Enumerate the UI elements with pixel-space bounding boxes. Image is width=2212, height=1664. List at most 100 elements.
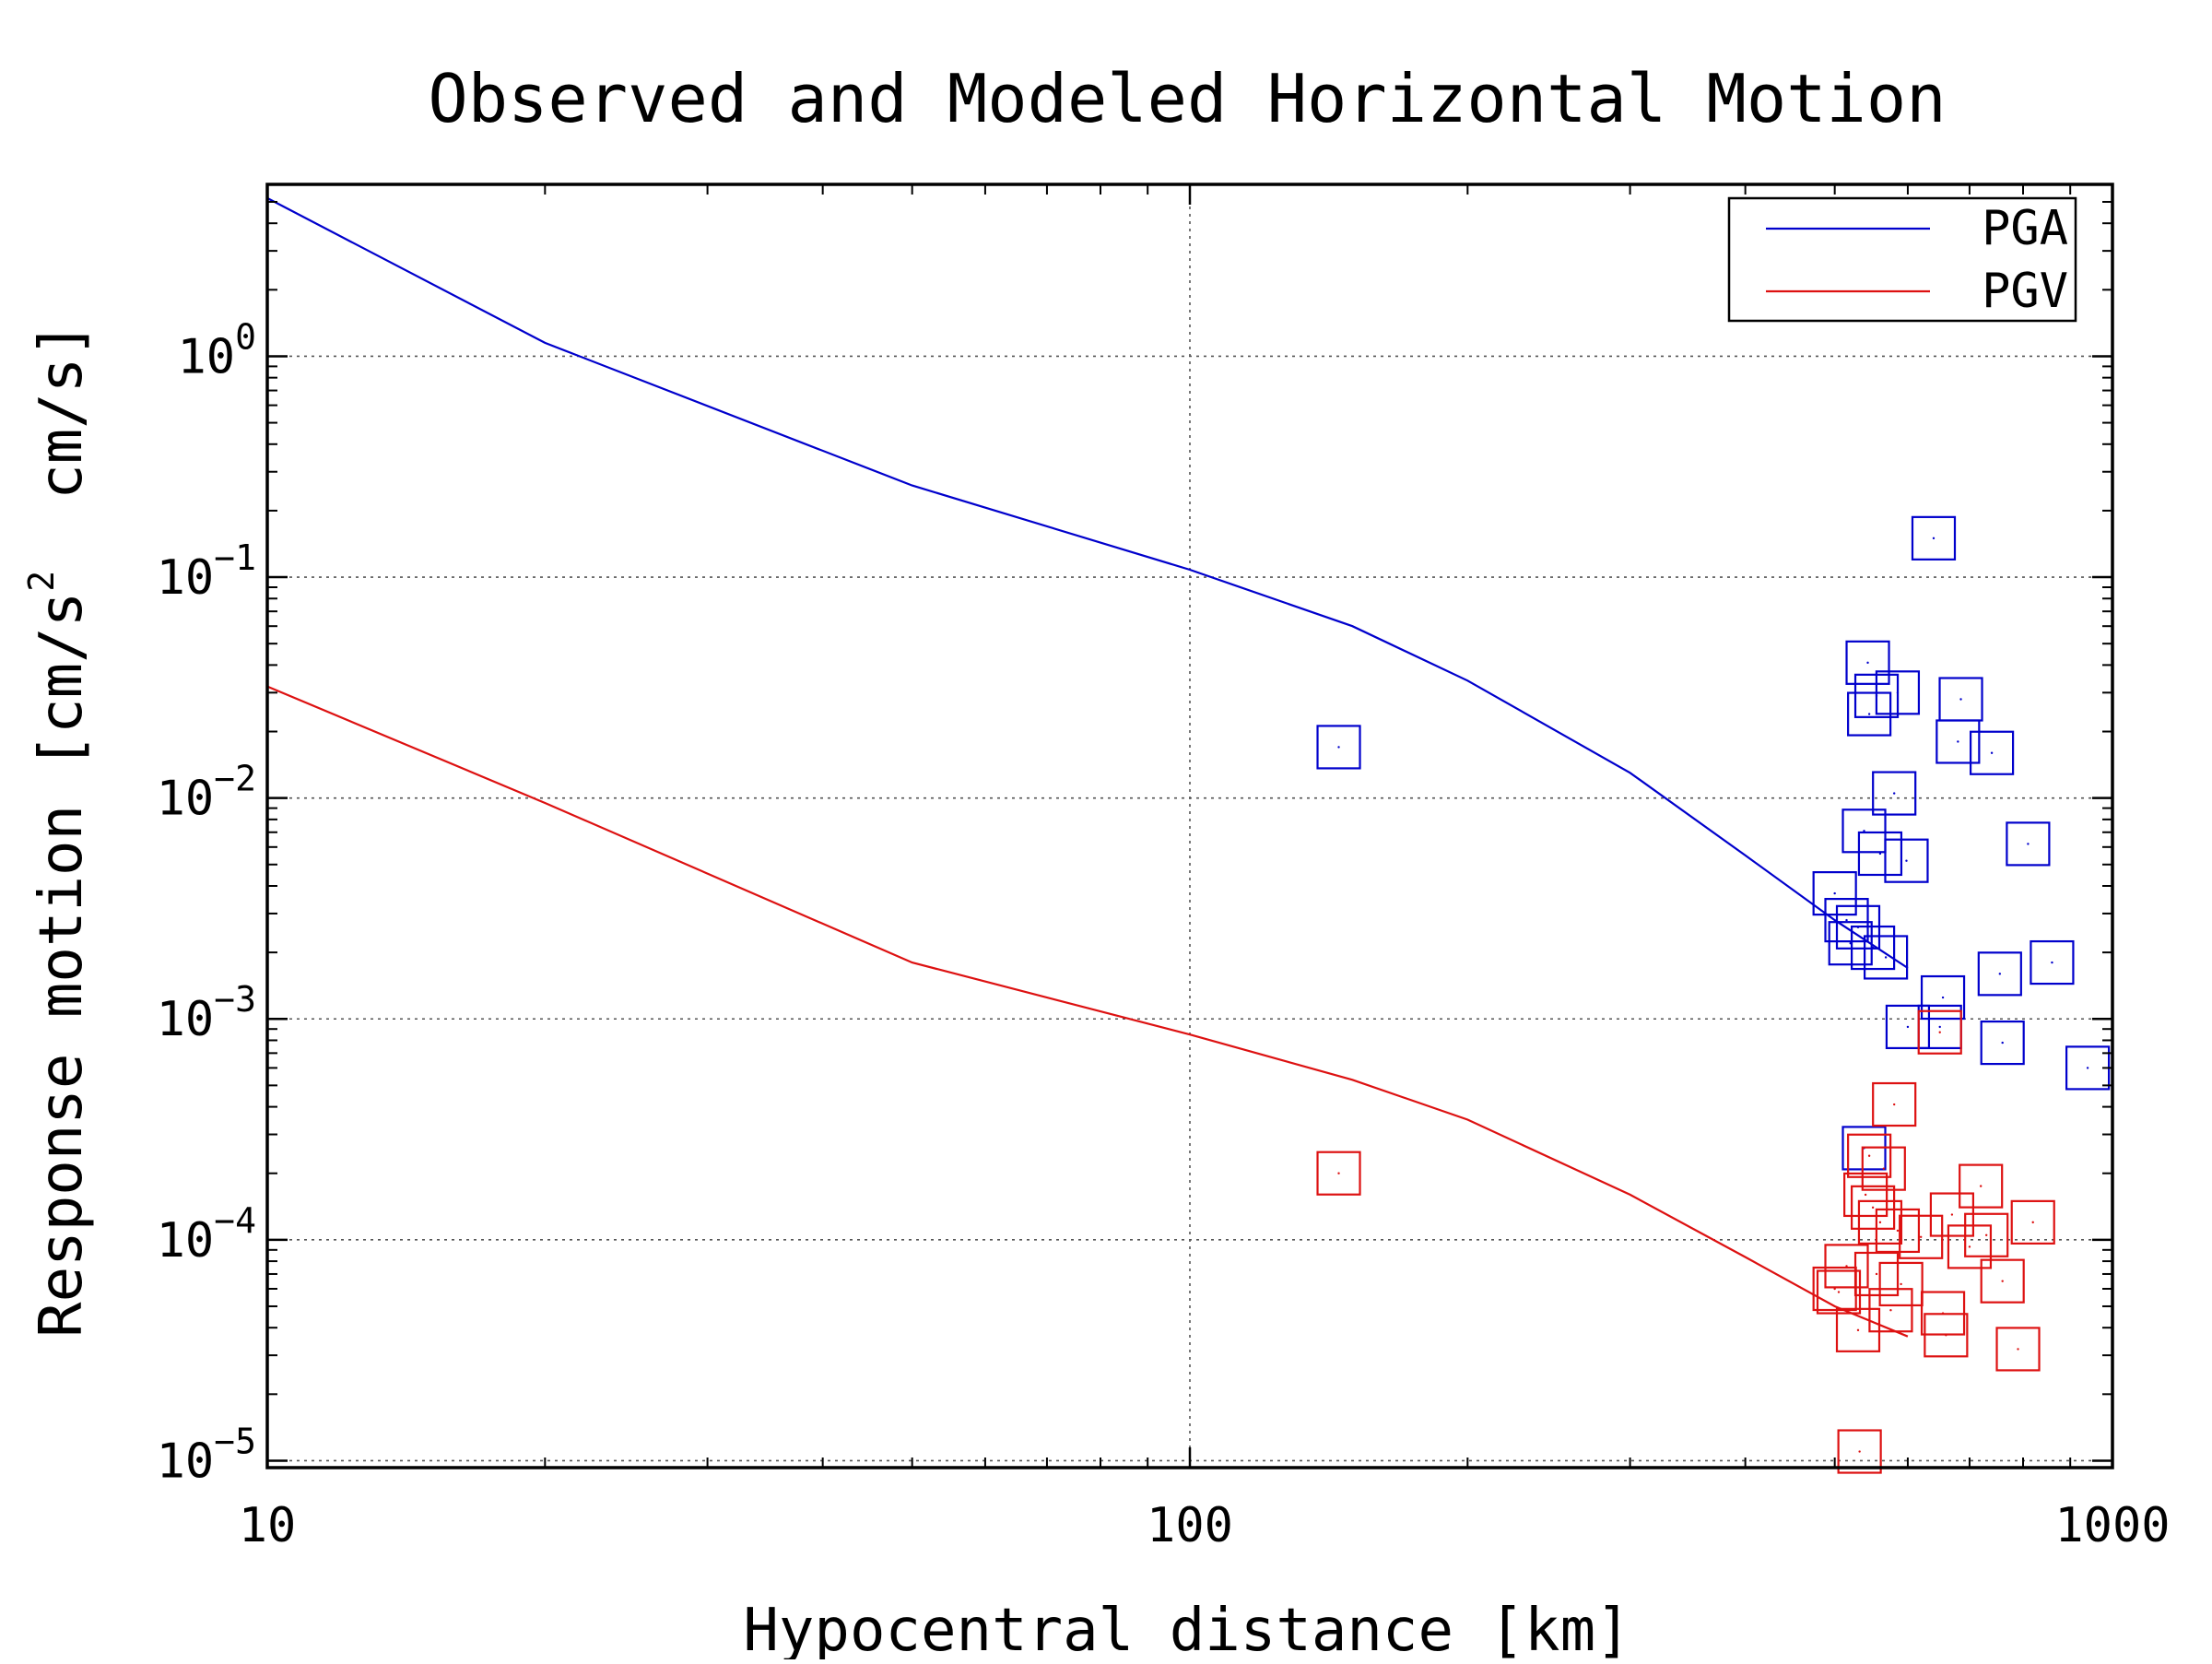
pgv-data-point (1917, 1009, 1962, 1055)
pgv-data-point-center (2001, 1280, 2004, 1282)
pgv-data-point (1824, 1244, 1869, 1289)
pga-data-point-center (1932, 537, 1936, 540)
y-tick-label-exponent: −3 (214, 979, 256, 1020)
pgv-data-point-center (1882, 1167, 1886, 1170)
pgv-data-point-center (1875, 1272, 1878, 1276)
pgv-data-point (1816, 1269, 1862, 1315)
y-axis-label-main: Response motion [cm/s (28, 592, 96, 1338)
pga-data-point (1920, 974, 1966, 1021)
pgv-data-point-center (1856, 1328, 1860, 1332)
pgv-data-point-center (1950, 1213, 1954, 1216)
y-tick-label: 10−5 (157, 1421, 256, 1489)
pgv-data-point (1847, 1133, 1892, 1178)
pga-data-point-center (2051, 961, 2053, 964)
pga-data-point-center (1867, 713, 1871, 715)
y-tick-label: 10−3 (157, 979, 256, 1047)
pga-data-point-center (1906, 1025, 1910, 1029)
pga-data-point (1864, 935, 1909, 980)
pga-data-point (1845, 640, 1890, 685)
pga-data-point (1872, 771, 1917, 816)
x-tick-label: 10 (239, 1498, 297, 1553)
pga-data-point (1857, 831, 1903, 877)
pgv-data-point (1899, 1214, 1944, 1259)
series-layer (266, 196, 2111, 1474)
pgv-data-point-center (1938, 1031, 1941, 1033)
pga-data-point-center (1871, 946, 1875, 950)
x-tick-label: 1000 (2054, 1498, 2170, 1553)
pga-data-point-center (1337, 746, 1340, 749)
pgv-data-point-center (1919, 1235, 1923, 1238)
y-tick-label-base: 10 (157, 1213, 215, 1269)
y-tick-label-exponent: −2 (214, 759, 256, 799)
chart-title: Observed and Modeled Horizontal Motion (428, 60, 1946, 137)
y-axis-label-superscript: 2 (21, 571, 62, 592)
pgv-data-point-center (1968, 1245, 1971, 1248)
y-tick-label: 10−4 (157, 1200, 256, 1269)
pga-data-point-center (1905, 859, 1908, 862)
pgv-data-point (1980, 1258, 2025, 1304)
pgv-data-point (1857, 1199, 1903, 1245)
pga-data-point-center (1845, 918, 1848, 922)
legend-label-pgv: PGV (1982, 264, 2068, 319)
pgv-data-point (1835, 1307, 1881, 1352)
pga-data-point-center (1941, 996, 1945, 999)
pga-data-point (2006, 821, 2051, 867)
pgv-data-point (1851, 1185, 1896, 1230)
pgv-data-point (1872, 1081, 1917, 1127)
pgv-data-point-center (2031, 1221, 2034, 1224)
pgv-data-point-center (1892, 1103, 1896, 1106)
pga-data-point (1875, 670, 1921, 715)
pgv-data-point (1837, 1429, 1882, 1474)
pga-data-point (1828, 921, 1873, 966)
y-tick-label: 10−1 (157, 537, 256, 606)
pgv-data-point-center (1837, 1291, 1841, 1293)
pgv-data-point (1878, 1261, 1924, 1307)
pgv-data-point (1964, 1212, 2009, 1257)
pga-data-point (2030, 939, 2075, 985)
pgv-data-point-center (1889, 1309, 1892, 1312)
x-axis-label: Hypocentral distance [km] (743, 1597, 1630, 1659)
pgv-data-point (1316, 1151, 1361, 1196)
y-tick-label: 10−2 (157, 759, 256, 827)
pga-data-point-center (1866, 661, 1869, 665)
y-tick-label-exponent: 0 (235, 316, 256, 357)
pgv-data-point-center (2017, 1348, 2019, 1351)
pga-data-point (1970, 730, 2015, 775)
y-tick-label-base: 10 (157, 1434, 215, 1489)
pga-model-line (266, 196, 1909, 969)
y-tick-label-exponent: −5 (214, 1421, 256, 1461)
pga-data-point-center (1884, 956, 1888, 959)
pga-data-point (1884, 838, 1929, 883)
pga-data-point-center (2086, 1067, 2089, 1069)
y-tick-label-base: 10 (177, 329, 235, 384)
pgv-data-point-center (1867, 1154, 1871, 1157)
legend: PGA PGV (1727, 196, 2077, 323)
pgv-data-point-center (1878, 1221, 1882, 1224)
pga-data-point-center (2027, 843, 2030, 845)
pga-data-point (1824, 898, 1869, 943)
pga-data-point (1980, 1021, 2025, 1066)
pgv-data-point-center (1337, 1172, 1340, 1174)
y-tick-label-exponent: −1 (214, 537, 256, 578)
y-tick-label-base: 10 (157, 772, 215, 827)
pga-data-point-center (1990, 751, 1994, 754)
x-tick-label: 100 (1147, 1498, 1233, 1553)
pgv-data-point (1995, 1327, 2041, 1372)
pgv-data-point-center (1871, 1206, 1875, 1210)
pga-data-point-center (1896, 691, 1900, 694)
pga-data-point-center (1833, 891, 1836, 895)
y-tick-label-base: 10 (157, 550, 215, 606)
pgv-data-point-center (1896, 1229, 1900, 1233)
y-tick-label: 100 (177, 316, 256, 384)
pga-data-point-center (1959, 698, 1962, 701)
pgv-data-point (1924, 1313, 1969, 1358)
pgv-data-point (1875, 1208, 1921, 1254)
pgv-data-point (1947, 1224, 1993, 1269)
y-tick-label-base: 10 (157, 992, 215, 1047)
y-tick-label-exponent: −4 (214, 1200, 256, 1241)
pga-data-point-center (2001, 1041, 2004, 1044)
pga-data-point-center (1892, 792, 1896, 795)
legend-box (1727, 196, 2077, 323)
